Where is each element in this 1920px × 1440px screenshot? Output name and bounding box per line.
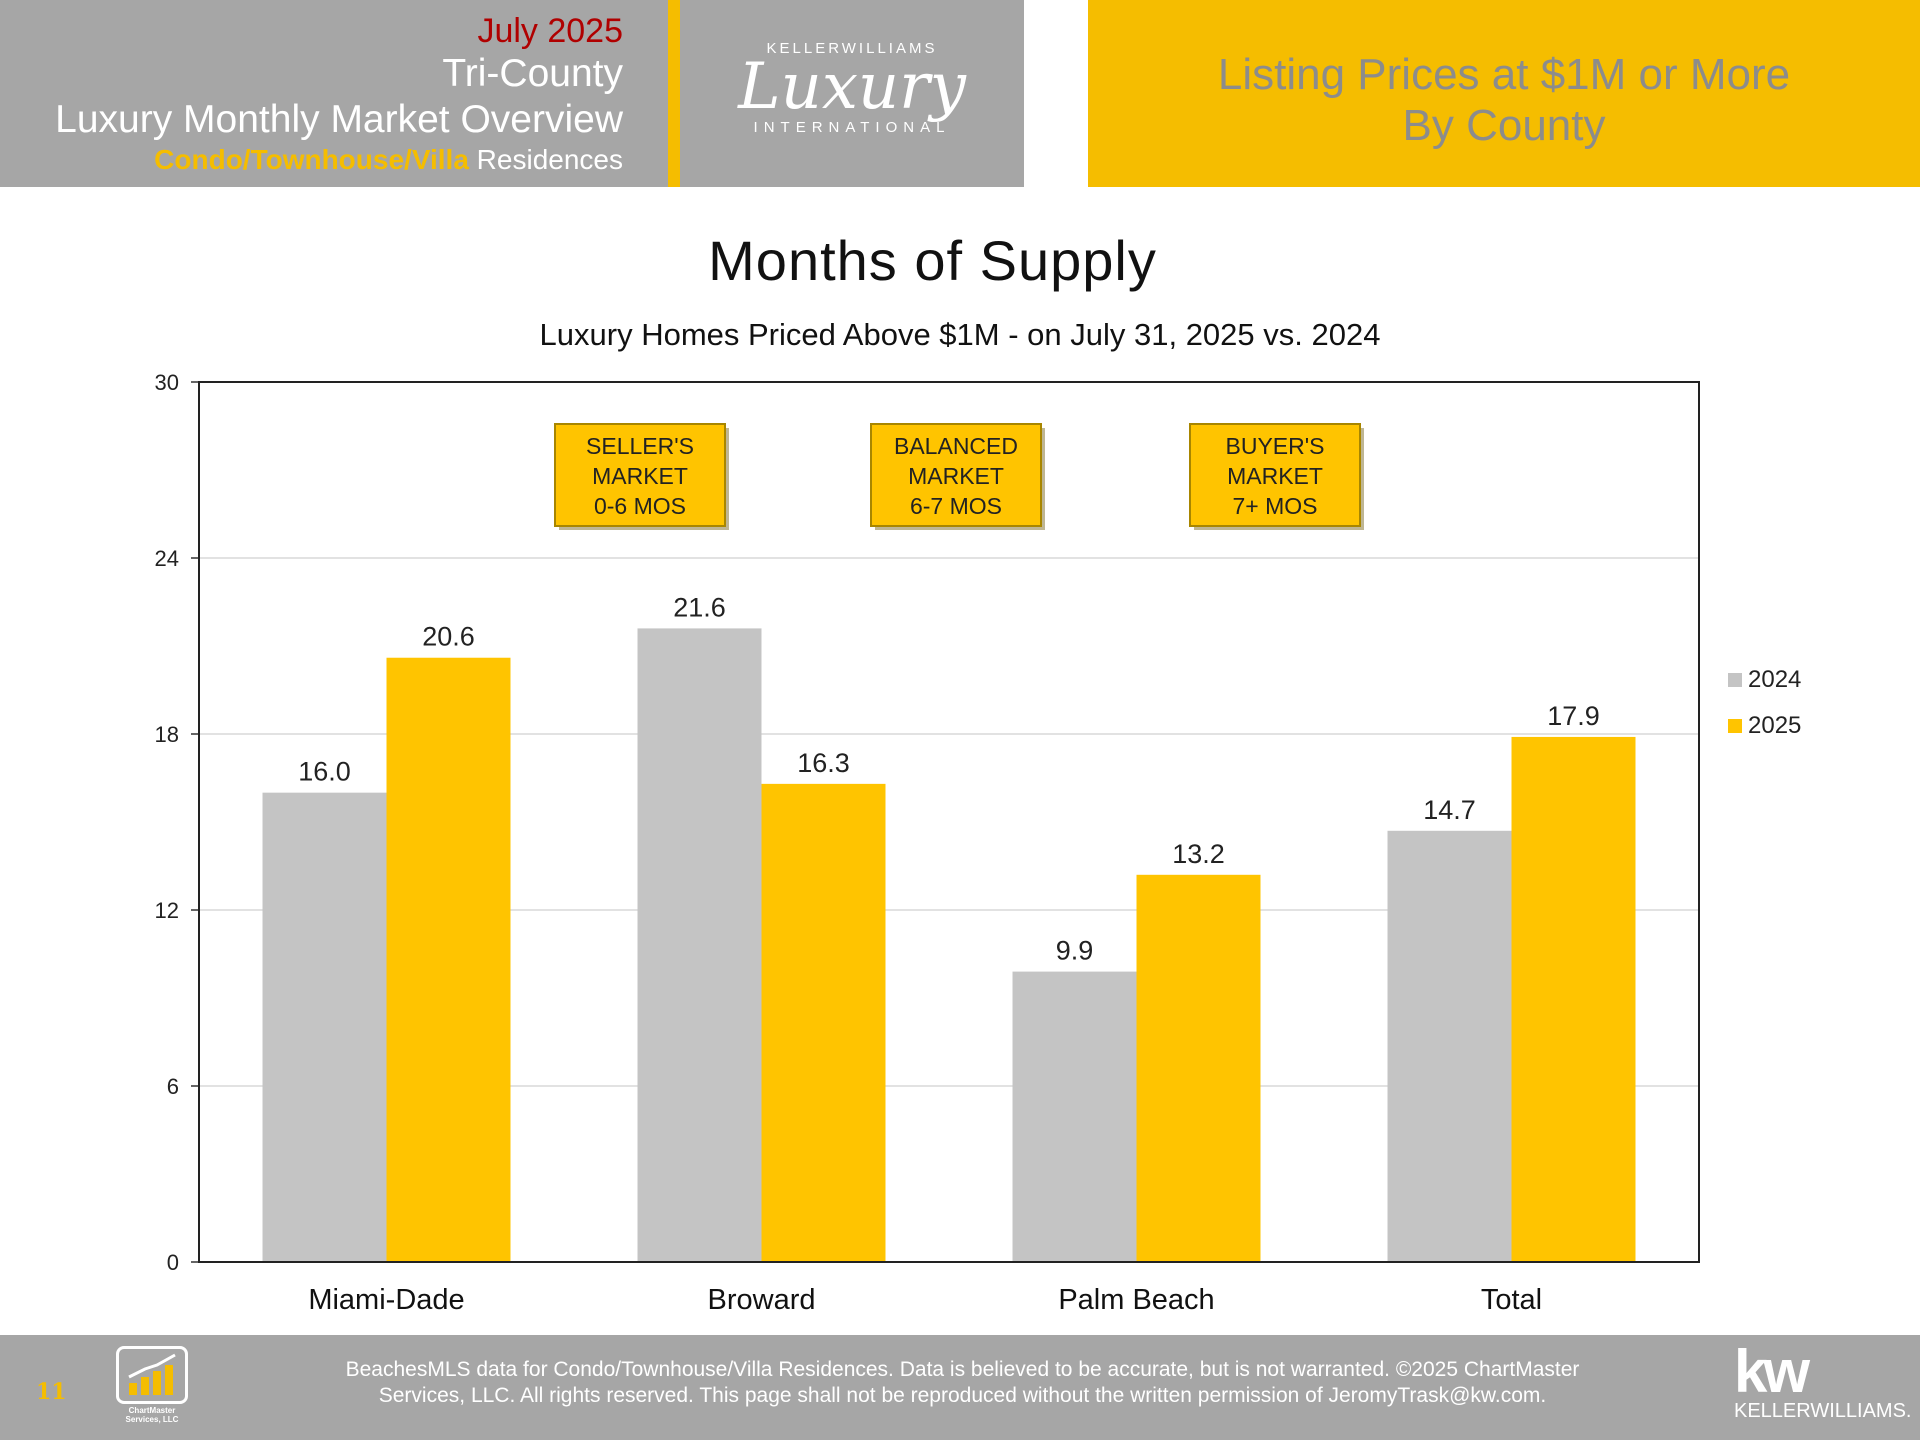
bar-2025 [761,783,886,1262]
header-gold-stripe [668,0,680,187]
data-label: 14.7 [1423,795,1476,825]
x-category-label: Palm Beach [1058,1284,1214,1316]
header-left-panel [0,0,668,187]
x-category-label: Miami-Dade [308,1284,464,1316]
kw-logo-mark: kw [1734,1338,1810,1405]
kw-logo-wordmark: KELLERWILLIAMS. [1734,1400,1912,1422]
header-right-title-line1: Listing Prices at $1M or More [1217,50,1791,99]
data-label: 13.2 [1172,839,1225,869]
y-tick-label: 24 [155,546,179,571]
header-right-panel: Listing Prices at $1M or More By County [1088,0,1920,187]
logo-kellerwilliams-text: KELLERWILLIAMS [766,40,938,57]
bar-2025 [1136,874,1261,1262]
footer-disclaimer: BeachesMLS data for Condo/Townhouse/Vill… [240,1357,1685,1409]
y-tick-label: 0 [167,1250,179,1275]
data-label: 17.9 [1547,701,1600,731]
legend-swatch [1728,719,1742,733]
y-tick-label: 18 [155,722,179,747]
data-label: 9.9 [1056,936,1094,966]
annotation-text: 0-6 MOS [594,493,686,519]
data-label: 21.6 [673,592,726,622]
y-tick-label: 30 [155,370,179,395]
chart-title: Months of Supply [708,229,1157,292]
header-overview: Luxury Monthly Market Overview [55,98,623,141]
y-tick-label: 12 [155,898,179,923]
legend-swatch [1728,673,1742,687]
header-property-type-accent: Condo/Townhouse/Villa [154,144,469,175]
footer-disclaimer-line2: Services, LLC. All rights reserved. This… [378,1384,1547,1407]
bar-2024 [262,792,387,1262]
data-label: 16.3 [797,748,850,778]
annotation-box [1189,423,1361,527]
footer-disclaimer-line1: BeachesMLS data for Condo/Townhouse/Vill… [345,1358,1580,1381]
data-label: 20.6 [422,622,475,652]
footer-bar [0,1335,1920,1440]
chartmaster-caption-line1: ChartMaster [128,1406,176,1415]
x-category-label: Total [1481,1284,1542,1316]
legend-label: 2025 [1748,712,1801,739]
legend-label: 2024 [1748,666,1801,693]
annotation-text: MARKET [592,463,688,489]
bar-2024 [1012,971,1137,1262]
header-property-type-rest: Residences [468,144,623,175]
bar-2025 [1511,736,1636,1262]
annotation-box [870,423,1042,527]
chartmaster-logo-icon [116,1346,188,1404]
x-category-label: Broward [708,1284,816,1316]
annotation-text: SELLER'S [586,433,694,459]
header-right-title-line2: By County [1402,101,1606,150]
chartmaster-caption-line2: Services, LLC [125,1415,179,1424]
logo-international-text: INTERNATIONAL [753,119,951,136]
header-property-type: Condo/Townhouse/Villa Residences [154,144,623,176]
annotation-text: BALANCED [894,433,1018,459]
annotation-text: MARKET [1227,463,1323,489]
annotation-box [554,423,726,527]
bar-2025 [386,657,511,1262]
chartmaster-caption: ChartMaster Services, LLC [104,1406,200,1424]
header-logo-panel: KELLERWILLIAMS Luxury INTERNATIONAL [680,0,1024,187]
annotation-text: BUYER'S [1226,433,1325,459]
page-number: 11 [36,1379,67,1405]
header-month: July 2025 [477,12,623,50]
header-region: Tri-County [442,52,623,95]
bar-2024 [1387,830,1512,1262]
bar-chart: 0 6 12 18 24 30 16.0 20.6 Miami-Dade 21.6 16.3 Brow… [155,370,1802,1316]
annotation-text: 7+ MOS [1232,493,1317,519]
header-gap [1024,0,1088,187]
data-label: 16.0 [298,757,351,787]
y-tick-label: 6 [167,1074,179,1099]
bar-2024 [637,628,762,1262]
plot-area-frame [198,381,1700,1263]
annotation-text: MARKET [908,463,1004,489]
annotation-text: 6-7 MOS [910,493,1002,519]
logo-luxury-script: Luxury [738,50,966,124]
chartmaster-bars-icon [128,1353,176,1395]
chart-subtitle: Luxury Homes Priced Above $1M - on July … [539,317,1381,352]
